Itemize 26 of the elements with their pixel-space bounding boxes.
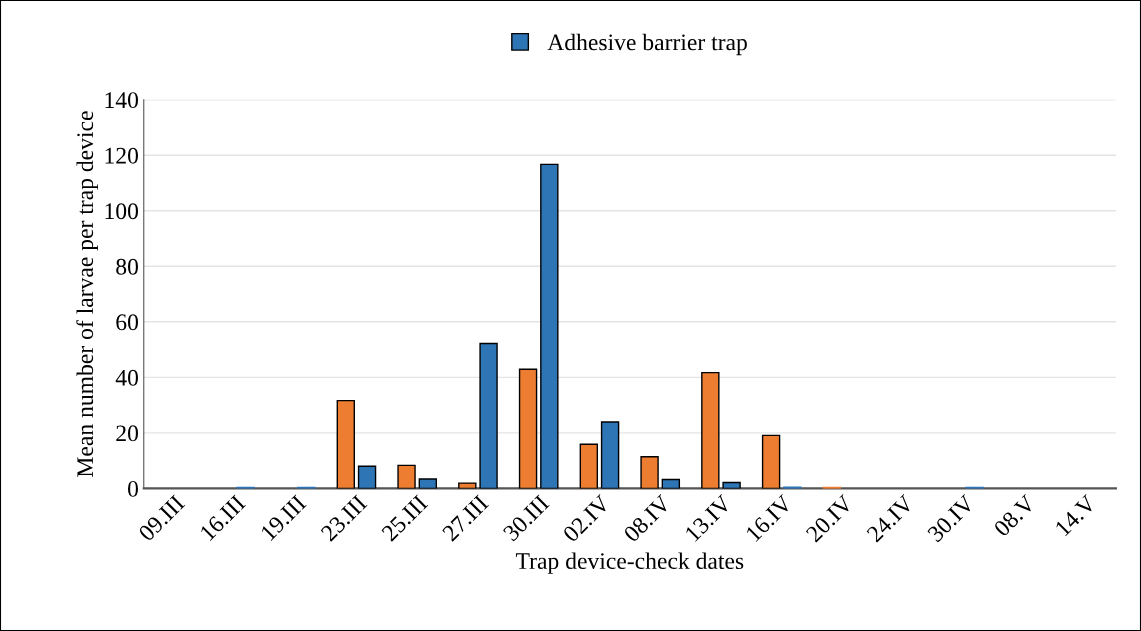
y-axis-title: Mean number of larvae per trap device	[76, 111, 98, 477]
y-tick-label: 20	[116, 425, 138, 442]
bar	[479, 342, 498, 489]
bar	[458, 482, 477, 489]
bar	[722, 481, 741, 489]
y-tick-label: 80	[116, 258, 138, 275]
bar	[640, 456, 659, 489]
bar	[661, 478, 681, 489]
bar	[336, 399, 355, 489]
bar	[397, 464, 416, 489]
bar	[579, 443, 599, 489]
y-tick-label: 0	[128, 480, 138, 497]
y-tick-label: 40	[115, 369, 138, 386]
bar	[600, 421, 620, 489]
bar	[357, 465, 377, 489]
bar	[518, 368, 538, 489]
legend-label: Adhesive barrier trap	[547, 33, 747, 56]
bar	[761, 434, 781, 489]
x-axis-title: Trap device-check dates	[515, 552, 744, 574]
bar	[540, 163, 559, 489]
y-tick-label: 60	[116, 314, 138, 331]
y-tick-label: 140	[105, 92, 138, 109]
bar	[418, 478, 438, 489]
y-tick-label: 100	[105, 203, 138, 220]
y-tick-label: 120	[105, 147, 138, 164]
bar	[701, 371, 720, 489]
